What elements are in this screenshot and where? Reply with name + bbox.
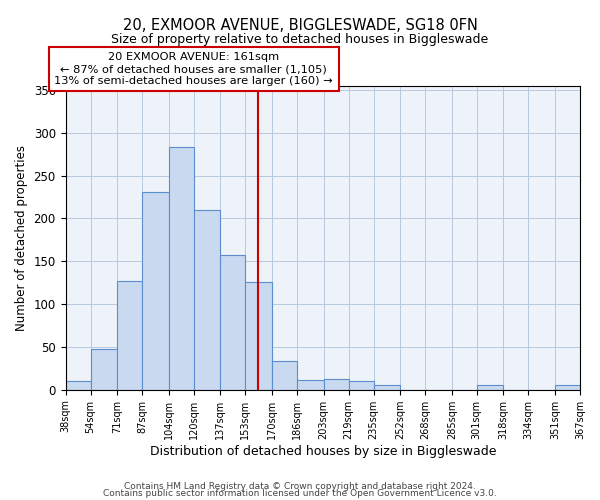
Bar: [245, 282, 272, 390]
Text: 20, EXMOOR AVENUE, BIGGLESWADE, SG18 0FN: 20, EXMOOR AVENUE, BIGGLESWADE, SG18 0FN: [122, 18, 478, 32]
Text: 20 EXMOOR AVENUE: 161sqm
← 87% of detached houses are smaller (1,105)
13% of sem: 20 EXMOOR AVENUE: 161sqm ← 87% of detach…: [55, 52, 333, 86]
Bar: [117, 281, 142, 390]
Bar: [555, 384, 580, 390]
Bar: [349, 381, 374, 390]
Bar: [91, 348, 117, 390]
Text: Contains public sector information licensed under the Open Government Licence v3: Contains public sector information licen…: [103, 490, 497, 498]
Bar: [142, 192, 169, 390]
Bar: [323, 380, 349, 390]
Bar: [477, 386, 503, 390]
Text: Size of property relative to detached houses in Biggleswade: Size of property relative to detached ho…: [112, 32, 488, 46]
Bar: [374, 384, 400, 390]
Bar: [65, 381, 91, 390]
Y-axis label: Number of detached properties: Number of detached properties: [15, 144, 28, 330]
Bar: [194, 210, 220, 390]
X-axis label: Distribution of detached houses by size in Biggleswade: Distribution of detached houses by size …: [149, 444, 496, 458]
Bar: [297, 380, 323, 390]
Bar: [220, 256, 245, 390]
Bar: [169, 148, 194, 390]
Bar: [272, 360, 297, 390]
Text: Contains HM Land Registry data © Crown copyright and database right 2024.: Contains HM Land Registry data © Crown c…: [124, 482, 476, 491]
